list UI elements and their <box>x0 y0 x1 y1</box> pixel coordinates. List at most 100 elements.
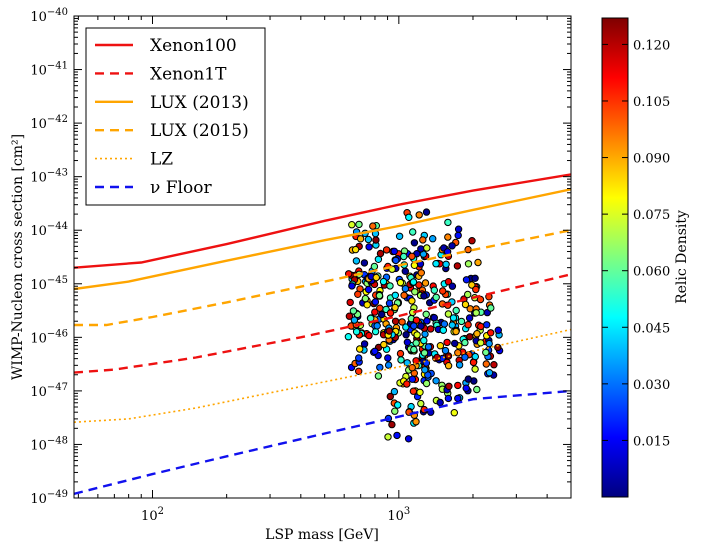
scatter-point <box>490 361 498 369</box>
scatter-point <box>365 331 373 340</box>
scatter-point <box>464 321 472 329</box>
scatter-point <box>376 249 385 258</box>
scatter-point <box>441 346 450 355</box>
scatter-point <box>344 333 353 341</box>
scatter-point <box>402 331 410 339</box>
legend-entry-5: ν Floor <box>150 178 212 198</box>
scatter-point <box>371 347 379 355</box>
scatter-point <box>360 259 369 267</box>
axis-tick-labels: 10−40 10−41 10−42 10−43 10−44 10−45 10−46 10−47… <box>30 7 410 524</box>
scatter-point <box>477 339 485 347</box>
scatter-point <box>421 366 429 374</box>
scatter-point <box>474 258 482 267</box>
scatter-point <box>477 322 485 331</box>
scatter-point <box>386 309 395 317</box>
scatter-point <box>354 290 362 298</box>
y-tick-label: 10−47 <box>30 382 68 400</box>
scatter-point <box>416 388 424 396</box>
scatter-point <box>388 420 396 429</box>
scatter-point <box>440 320 449 328</box>
scatter-point <box>473 330 481 338</box>
legend-entry-4: LZ <box>150 150 173 170</box>
x-axis-title: LSP mass [GeV] <box>265 527 379 543</box>
scatter-point <box>371 298 380 306</box>
scatter-point <box>464 375 472 383</box>
scatter-point <box>448 242 456 250</box>
scatter-point <box>346 298 354 307</box>
y-tick-label: 10−41 <box>30 61 68 79</box>
scatter-point <box>386 392 394 401</box>
colorbar-tick-label: 0.075 <box>633 208 670 223</box>
scatter-point <box>413 331 421 339</box>
scatter-point <box>361 294 370 303</box>
scatter-point <box>451 339 459 348</box>
scatter-point <box>391 303 399 312</box>
y-tick-label: 10−42 <box>30 114 68 132</box>
scatter-point <box>410 239 419 247</box>
scatter-point <box>442 260 450 268</box>
scatter-point <box>432 260 440 268</box>
scatter-point <box>349 307 358 315</box>
scatter-point <box>420 336 428 345</box>
scatter-point <box>351 245 360 254</box>
series-line-5 <box>74 389 571 495</box>
series-line-4 <box>74 328 571 423</box>
legend-entry-2: LUX (2013) <box>150 93 249 113</box>
scatter-point <box>485 369 494 377</box>
series-line-2 <box>74 188 571 291</box>
scatter-point <box>468 281 476 289</box>
scatter-point <box>409 278 418 286</box>
scatter-point <box>365 243 373 251</box>
scatter-point <box>386 282 394 290</box>
scatter-point <box>462 276 471 284</box>
y-axis-title: WIMP-Nucleon cross section [cm²] <box>10 134 26 380</box>
scatter-point <box>468 237 476 245</box>
scatter-point <box>454 394 462 403</box>
scatter-point <box>417 245 425 253</box>
y-tick-label: 10−40 <box>30 7 68 25</box>
scatter-point <box>412 357 420 365</box>
scatter-point <box>466 333 474 341</box>
scatter-point <box>419 236 427 244</box>
scatter-point <box>372 273 380 282</box>
scatter-point <box>465 314 474 322</box>
scatter-point <box>448 282 457 290</box>
scatter-point <box>462 384 470 392</box>
scatter-point <box>469 358 478 367</box>
y-tick-label: 10−48 <box>30 435 68 453</box>
scatter-point <box>464 260 473 268</box>
scatter-point <box>356 235 365 243</box>
scatter-point <box>364 285 373 294</box>
scatter-point <box>436 342 445 350</box>
scatter-point <box>412 339 420 347</box>
scatter-point <box>430 286 438 294</box>
scatter-points <box>344 208 504 443</box>
scatter-point <box>393 431 401 440</box>
scatter-point <box>420 292 428 300</box>
series-line-1 <box>74 273 571 374</box>
scatter-point <box>364 235 373 244</box>
scatter-point <box>355 354 363 362</box>
scatter-point <box>454 381 462 390</box>
scatter-point <box>454 231 462 240</box>
scatter-point <box>422 379 431 388</box>
scatter-point <box>417 269 425 277</box>
scatter-point <box>360 340 369 348</box>
scatter-point <box>355 220 363 229</box>
scatter-point <box>444 233 452 241</box>
x-tick-label: 103 <box>387 506 410 524</box>
scatter-point <box>445 382 453 390</box>
scatter-point <box>408 364 416 372</box>
scatter-point <box>432 293 440 301</box>
legend-box <box>85 27 266 206</box>
scatter-point <box>411 288 419 296</box>
scatter-point <box>476 295 485 304</box>
scatter-point <box>452 327 460 336</box>
colorbar-tick-label: 0.030 <box>633 378 670 393</box>
scatter-point <box>461 300 470 309</box>
limit-curves <box>74 173 571 495</box>
scatter-point <box>391 317 400 325</box>
scatter-point <box>404 435 413 443</box>
scatter-point <box>410 345 418 354</box>
